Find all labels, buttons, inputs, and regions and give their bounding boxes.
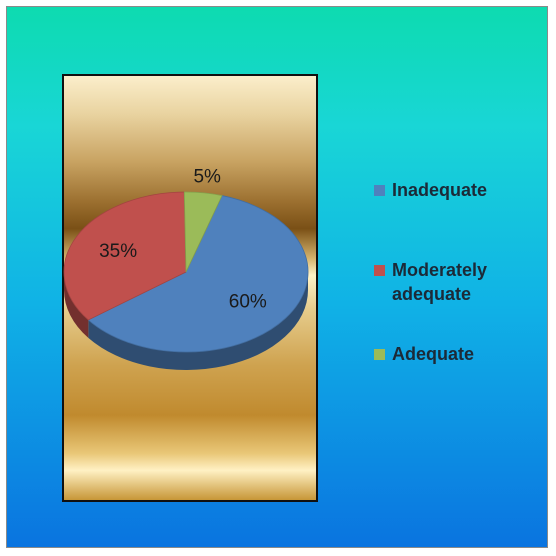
legend-swatch-adequate	[374, 349, 385, 360]
legend-item-inadequate: Inadequate	[374, 178, 532, 202]
legend-swatch-moderately-adequate	[374, 265, 385, 276]
legend-item-moderately-adequate: Moderately adequate	[374, 258, 532, 306]
pie-side-moderately-adequate	[64, 272, 89, 338]
pie-sides	[64, 272, 309, 370]
pie-slice-moderately-adequate	[63, 191, 187, 321]
pie-labels: 60% 35% 5%	[99, 166, 267, 312]
legend-label-inadequate: Inadequate	[392, 180, 488, 200]
data-label-moderately-adequate: 35%	[99, 241, 137, 262]
data-label-adequate: 5%	[193, 166, 221, 187]
pie-slice-inadequate	[87, 195, 309, 353]
legend-label-moderately-adequate: Moderately adequate	[392, 260, 488, 304]
legend-swatch-inadequate	[374, 185, 385, 196]
pie-tops	[63, 191, 309, 353]
legend-item-adequate: Adequate	[374, 342, 532, 366]
legend-label-adequate: Adequate	[392, 344, 475, 364]
pie-slice-adequate	[183, 191, 223, 273]
data-label-inadequate: 60%	[229, 292, 267, 313]
pie-side-inadequate	[88, 272, 309, 370]
